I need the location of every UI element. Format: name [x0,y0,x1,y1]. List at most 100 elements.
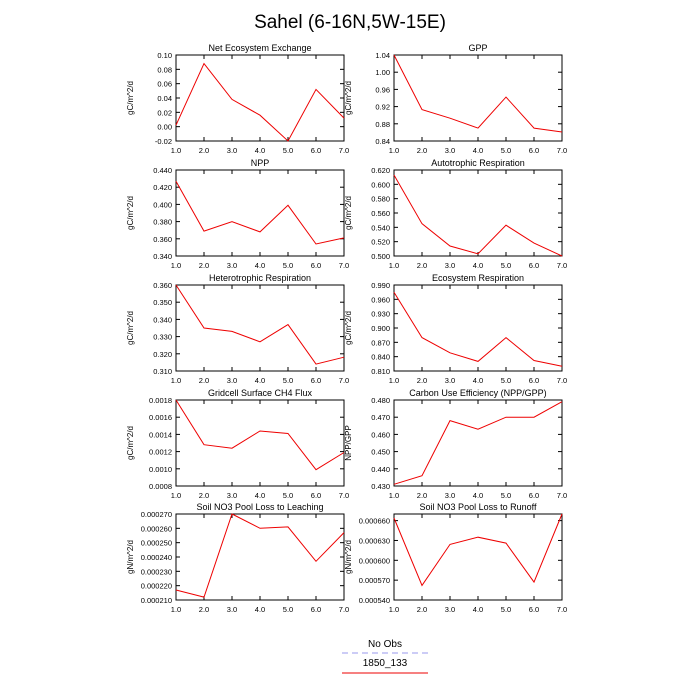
y-tick-label: 0.500 [371,252,390,261]
y-tick-label: 0.540 [371,223,390,232]
x-tick-label: 7.0 [557,261,567,270]
x-tick-label: 5.0 [501,491,511,500]
series-line [175,399,345,471]
x-tick-label: 5.0 [283,376,293,385]
y-tick-label: 0.870 [371,338,390,347]
series-line [393,513,563,587]
x-tick-label: 3.0 [227,261,237,270]
y-tick-label: 0.580 [371,195,390,204]
legend-label-no-obs: No Obs [368,639,402,650]
x-tick-label: 3.0 [227,146,237,155]
y-tick-label: 0.000260 [141,524,172,533]
y-axis-label: gC/m^2/d [344,196,353,230]
plot-frame [175,54,345,142]
y-tick-label: 0.900 [371,324,390,333]
x-tick-label: 1.0 [171,605,181,614]
x-tick-label: 6.0 [529,261,539,270]
x-tick-label: 6.0 [311,261,321,270]
y-axis-label: gC/m^2/d [126,311,135,345]
series-line [175,62,345,142]
y-tick-label: 0.000270 [141,510,172,519]
x-tick-label: 6.0 [311,146,321,155]
series-line [175,284,345,365]
x-tick-label: 2.0 [417,261,427,270]
x-tick-label: 3.0 [227,376,237,385]
x-tick-label: 3.0 [445,376,455,385]
y-tick-label: 0.04 [157,94,172,103]
x-tick-label: 3.0 [445,605,455,614]
x-tick-label: 4.0 [255,146,265,155]
x-tick-label: 6.0 [529,605,539,614]
x-tick-label: 4.0 [255,261,265,270]
y-axis-label: gN/m^2/d [126,540,135,574]
x-tick-label: 7.0 [557,491,567,500]
y-tick-label: 0.350 [153,298,172,307]
y-tick-label: 0.470 [371,413,390,422]
x-tick-label: 6.0 [311,491,321,500]
panel-title: Ecosystem Respiration [432,273,524,283]
plot-frame [175,399,345,487]
chart-panel: Soil NO3 Pool Loss to Runoff 1.0 2.0 3.0 4.0… [344,502,567,614]
x-tick-label: 5.0 [501,605,511,614]
x-tick-label: 2.0 [417,146,427,155]
x-tick-label: 4.0 [255,376,265,385]
y-tick-label: 0.620 [371,166,390,175]
chart-panel: Gridcell Surface CH4 Flux 1.0 2.0 3.0 4.0 5.0… [126,388,349,500]
panel-title: Autotrophic Respiration [431,158,525,168]
y-tick-label: 0.360 [153,281,172,290]
legend-label-1850-133: 1850_133 [363,658,408,669]
y-tick-label: 0.0012 [149,448,172,457]
series-line [393,401,563,485]
y-tick-label: 0.330 [153,333,172,342]
panel-title: Gridcell Surface CH4 Flux [208,388,313,398]
chart-panel: Net Ecosystem Exchange 1.0 2.0 3.0 4.0 5.0 6.0… [126,43,349,155]
panel-title: Net Ecosystem Exchange [208,43,311,53]
panel-title: NPP [251,158,270,168]
x-tick-label: 7.0 [557,605,567,614]
plot-frame [393,169,563,257]
x-tick-label: 5.0 [501,261,511,270]
x-tick-label: 6.0 [529,491,539,500]
y-tick-label: 0.600 [371,180,390,189]
y-tick-label: 0.0008 [149,482,172,491]
y-tick-label: 0.84 [375,137,390,146]
x-tick-label: 5.0 [283,146,293,155]
y-tick-label: 0.520 [371,238,390,247]
x-tick-label: 4.0 [473,491,483,500]
y-tick-label: 0.000250 [141,539,172,548]
y-tick-label: 0.560 [371,209,390,218]
x-tick-label: 1.0 [171,146,181,155]
y-tick-label: 0.08 [157,65,172,74]
y-tick-label: 0.440 [371,465,390,474]
x-tick-label: 7.0 [339,491,349,500]
panel-title: Soil NO3 Pool Loss to Leaching [196,502,323,512]
x-tick-label: 2.0 [199,376,209,385]
y-tick-label: 0.0018 [149,396,172,405]
series-line [175,180,345,245]
series-line [393,174,563,257]
panel-title: Carbon Use Efficiency (NPP/GPP) [409,388,546,398]
y-tick-label: 0.360 [153,235,172,244]
x-tick-label: 2.0 [199,491,209,500]
x-tick-label: 5.0 [501,146,511,155]
x-tick-label: 5.0 [283,605,293,614]
x-tick-label: 3.0 [227,605,237,614]
y-tick-label: 0.380 [153,218,172,227]
chart-panel: Autotrophic Respiration 1.0 2.0 3.0 4.0 5.0 6.… [344,158,567,270]
y-axis-label: gN/m^2/d [344,540,353,574]
chart-panel: Carbon Use Efficiency (NPP/GPP) 1.0 2.0 3.0… [344,388,567,500]
figure-title: Sahel (6-16N,5W-15E) [254,12,446,33]
y-tick-label: 0.990 [371,281,390,290]
panel-title: GPP [468,43,487,53]
x-tick-label: 6.0 [311,376,321,385]
plot-frame [393,399,563,487]
y-tick-label: 0.810 [371,367,390,376]
x-tick-label: 1.0 [389,491,399,500]
plot-frame [393,284,563,372]
y-tick-label: 0.0010 [149,465,172,474]
y-tick-label: 0.000600 [359,556,390,565]
y-tick-label: 0.92 [375,103,390,112]
y-tick-label: 0.460 [371,430,390,439]
y-tick-label: 0.430 [371,482,390,491]
